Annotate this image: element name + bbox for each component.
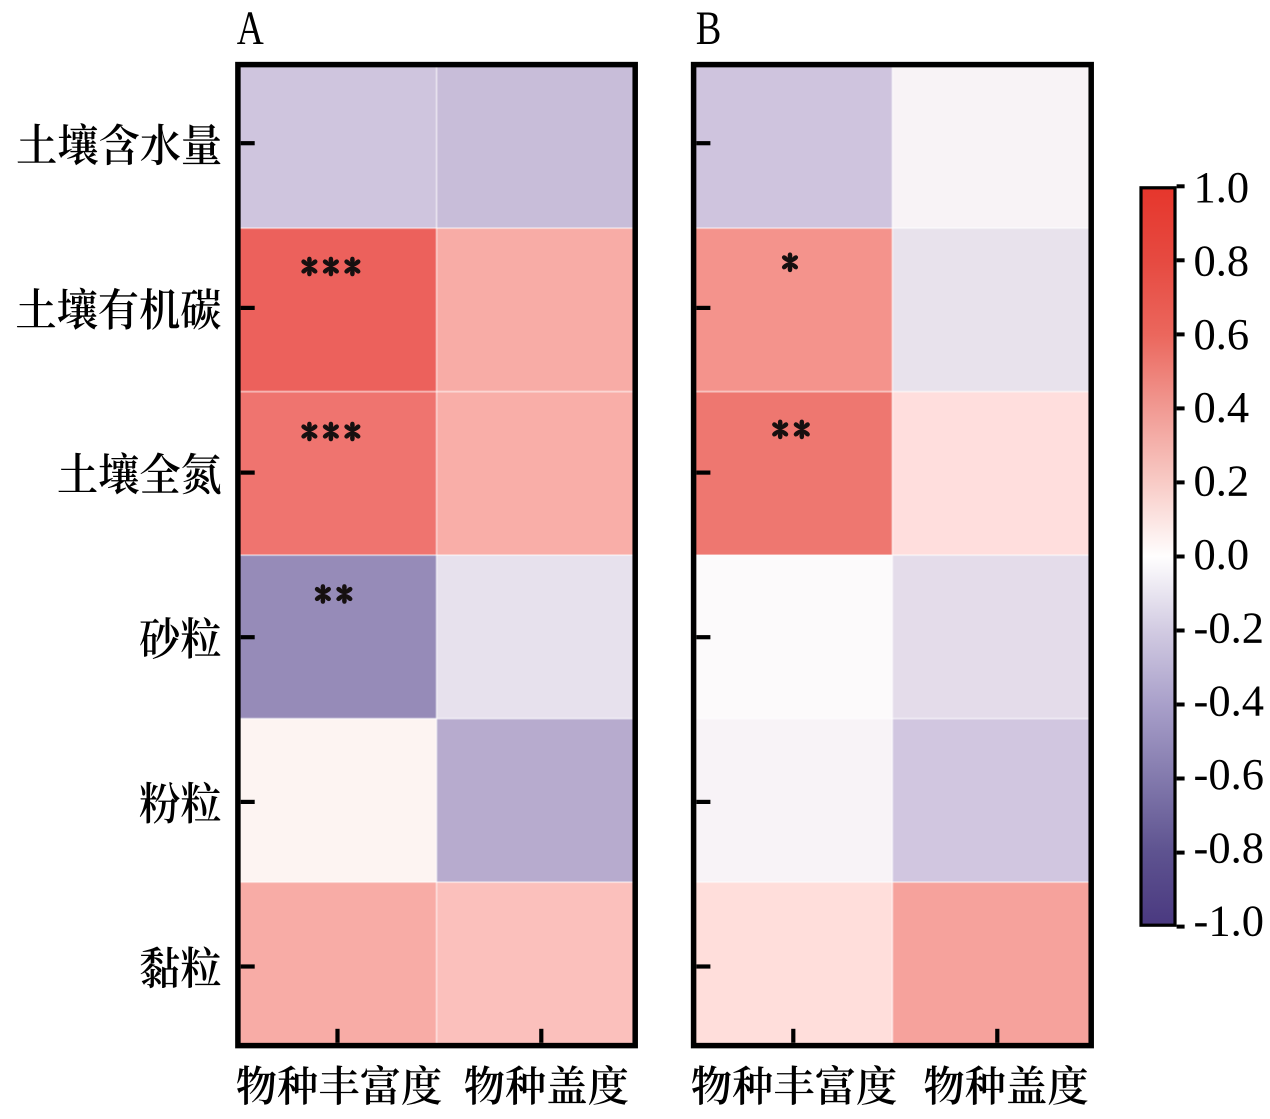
svg-text:0.2: 0.2 — [1194, 456, 1250, 506]
svg-text:A: A — [237, 3, 264, 55]
svg-text:-1.0: -1.0 — [1194, 896, 1264, 946]
svg-text:0.6: 0.6 — [1194, 309, 1250, 359]
svg-text:-0.6: -0.6 — [1194, 749, 1264, 799]
svg-text:0.8: 0.8 — [1194, 236, 1250, 286]
svg-text:-0.4: -0.4 — [1194, 676, 1264, 726]
svg-text:0.4: 0.4 — [1194, 382, 1250, 432]
svg-text:1.0: 1.0 — [1194, 162, 1250, 212]
svg-text:0.0: 0.0 — [1194, 529, 1250, 579]
svg-text:-0.2: -0.2 — [1194, 602, 1264, 652]
svg-text:-0.8: -0.8 — [1194, 822, 1264, 872]
svg-text:B: B — [696, 2, 722, 55]
